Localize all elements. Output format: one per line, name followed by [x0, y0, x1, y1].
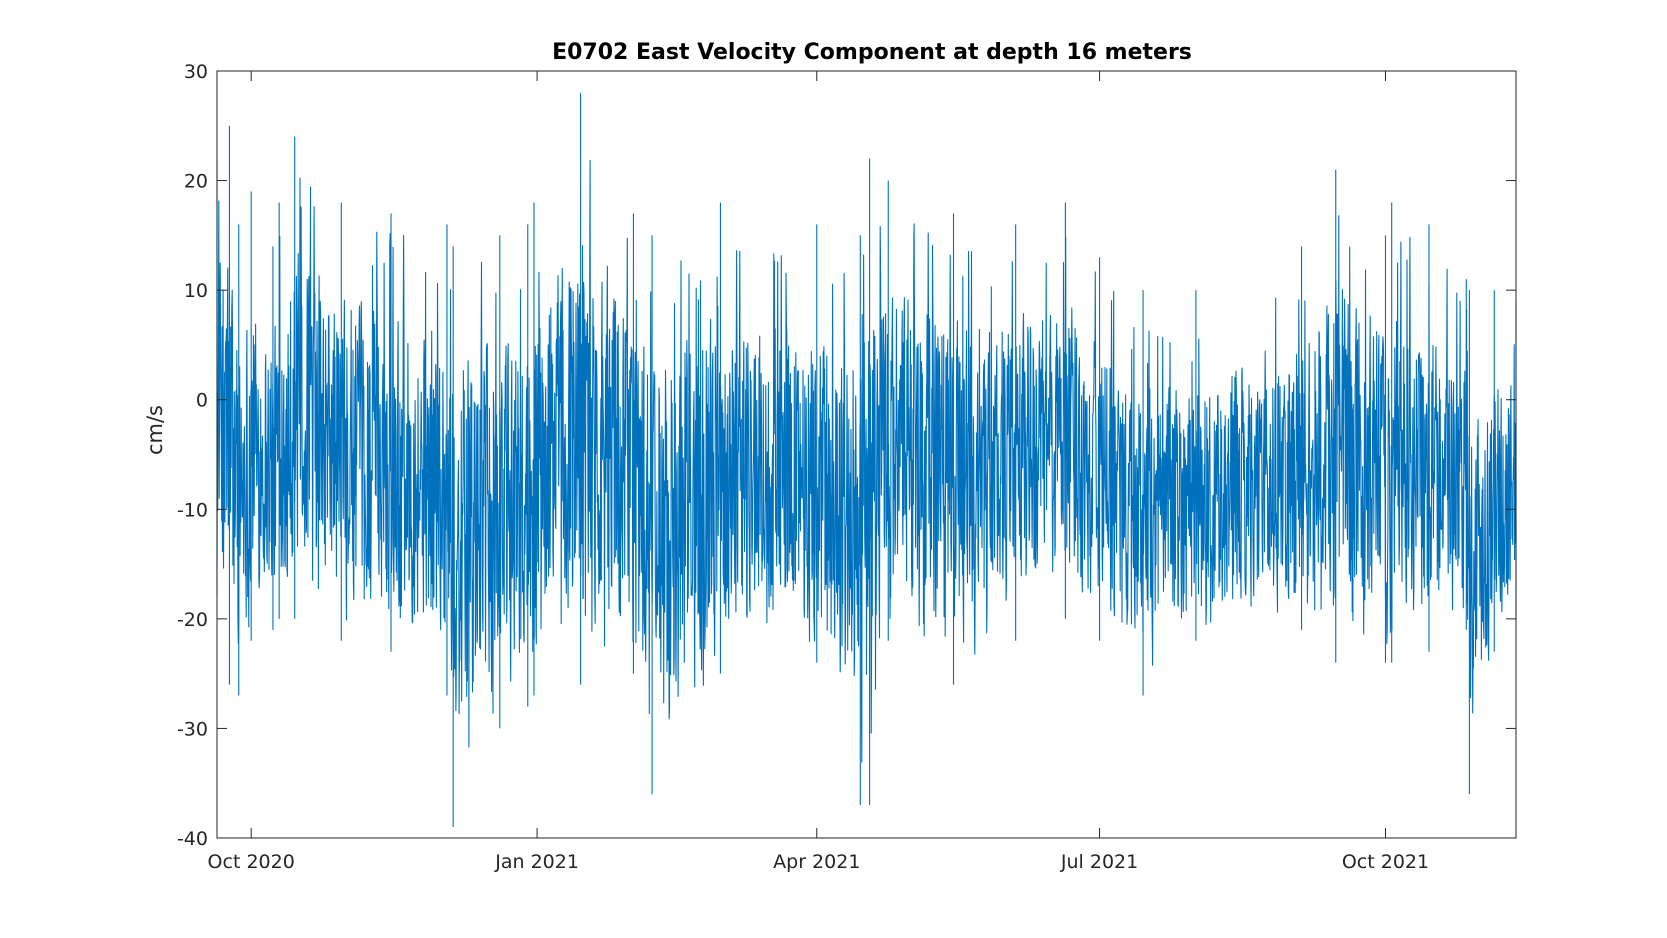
- x-tick-label: Oct 2021: [1342, 851, 1429, 873]
- plot-area-border: [216, 70, 1517, 839]
- y-tick-label: 20: [184, 171, 208, 193]
- x-tick-label: Jan 2021: [494, 851, 579, 873]
- series-layer: [216, 92, 1517, 828]
- east-velocity-series: [216, 159, 1517, 763]
- y-tick-label: -10: [177, 499, 208, 521]
- x-tick-label: Apr 2021: [773, 851, 860, 873]
- y-tick-label: 0: [196, 390, 208, 412]
- y-tick-label: 30: [184, 61, 208, 83]
- y-tick-label: -20: [177, 609, 208, 631]
- y-tick-label: -40: [177, 828, 208, 850]
- y-axis-label: cm/s: [143, 405, 167, 455]
- chart-title: E0702 East Velocity Component at depth 1…: [552, 40, 1192, 65]
- y-tick-label: -30: [177, 718, 208, 740]
- x-tick-label: Oct 2020: [208, 851, 295, 873]
- y-tick-label: 10: [184, 280, 208, 302]
- x-tick-label: Jul 2021: [1060, 851, 1138, 873]
